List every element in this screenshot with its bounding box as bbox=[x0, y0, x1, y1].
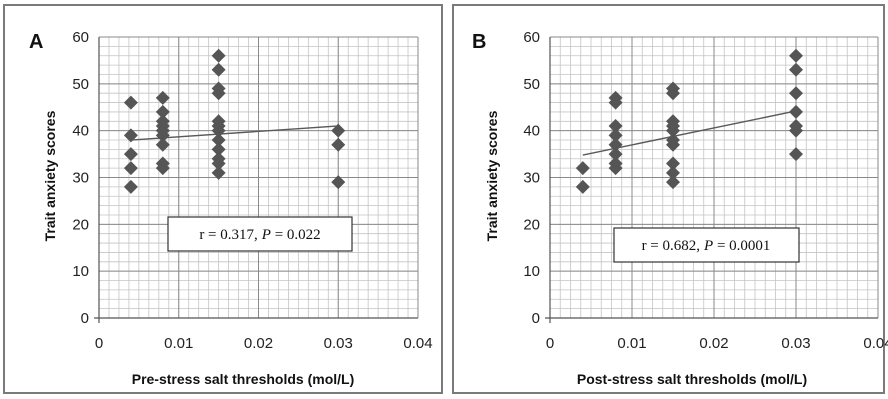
stats-box bbox=[613, 227, 800, 263]
data-point bbox=[211, 62, 226, 77]
data-point bbox=[155, 104, 170, 119]
data-point bbox=[123, 179, 138, 194]
data-point bbox=[608, 161, 623, 176]
data-point bbox=[608, 147, 623, 162]
data-point bbox=[331, 123, 346, 138]
data-point bbox=[575, 161, 590, 176]
x-axis-title: Post-stress salt thresholds (mol/L) bbox=[577, 371, 807, 387]
stats-label: r = 0.317, P = 0.022 bbox=[199, 227, 320, 243]
data-point bbox=[608, 118, 623, 133]
data-point bbox=[789, 147, 803, 162]
data-point bbox=[331, 137, 346, 152]
data-point bbox=[155, 137, 170, 152]
stats-box bbox=[167, 216, 353, 252]
data-point bbox=[211, 133, 226, 148]
y-tick-label: 0 bbox=[81, 310, 89, 327]
y-tick-label: 40 bbox=[72, 123, 89, 140]
data-point bbox=[575, 179, 590, 194]
data-point bbox=[666, 156, 680, 171]
data-point bbox=[789, 62, 803, 77]
data-point bbox=[123, 147, 138, 162]
data-point bbox=[789, 48, 803, 63]
x-tick-label: 0.02 bbox=[244, 335, 273, 352]
data-point bbox=[789, 86, 803, 101]
data-point bbox=[211, 142, 226, 157]
y-tick-label: 10 bbox=[72, 263, 89, 280]
stats-p: = 0.022 bbox=[271, 227, 321, 243]
x-tick-label: 0.04 bbox=[403, 335, 432, 352]
y-axis-title: Trait anxiety scores bbox=[484, 110, 500, 241]
y-tick-label: 0 bbox=[532, 310, 540, 327]
data-point bbox=[608, 137, 623, 152]
data-point bbox=[331, 175, 346, 190]
x-tick-label: 0 bbox=[546, 335, 554, 352]
data-point bbox=[123, 95, 138, 110]
stats-p-label: P bbox=[703, 238, 713, 254]
panel-letter: A bbox=[29, 31, 43, 53]
data-point bbox=[211, 86, 226, 101]
stats-r: r = 0.682, bbox=[642, 238, 700, 254]
data-point bbox=[608, 128, 623, 143]
data-point bbox=[211, 123, 226, 138]
stats-p-label: P bbox=[261, 227, 271, 243]
data-point bbox=[123, 161, 138, 176]
plot-area: 0 10 20 30 40 50 60 0 0.01 0.02 0.03 0.04 bbox=[72, 29, 432, 352]
x-tick-label: 0.02 bbox=[699, 335, 728, 352]
chart-b-svg: 0 10 20 30 40 50 60 0 0.01 0.02 0.03 0.04 B r = 0.6… bbox=[472, 29, 888, 387]
data-point bbox=[666, 175, 680, 190]
chart-panel-b: 0 10 20 30 40 50 60 0 0.01 0.02 0.03 0.04 B r = 0.6… bbox=[452, 4, 888, 394]
y-tick-label: 20 bbox=[72, 216, 89, 233]
x-tick-label: 0.03 bbox=[324, 335, 353, 352]
y-tick-label: 20 bbox=[523, 216, 540, 233]
data-point bbox=[155, 90, 170, 105]
stats-r: r = 0.317, bbox=[199, 227, 257, 243]
y-tick-label: 60 bbox=[72, 29, 89, 46]
data-point bbox=[666, 123, 680, 138]
data-point bbox=[666, 137, 680, 152]
data-point bbox=[123, 128, 138, 143]
y-tick-label: 10 bbox=[523, 263, 540, 280]
data-point bbox=[666, 165, 680, 180]
x-tick-label: 0.01 bbox=[617, 335, 646, 352]
data-point bbox=[155, 128, 170, 143]
stats-p: = 0.0001 bbox=[713, 238, 770, 254]
y-tick-label: 60 bbox=[523, 29, 540, 46]
panel-letter: B bbox=[472, 31, 486, 53]
y-tick-label: 40 bbox=[523, 123, 540, 140]
data-point bbox=[608, 95, 623, 110]
x-tick-label: 0.01 bbox=[164, 335, 193, 352]
data-point bbox=[211, 48, 226, 63]
data-point bbox=[666, 86, 680, 101]
x-tick-label: 0 bbox=[95, 335, 103, 352]
y-tick-label: 30 bbox=[523, 170, 540, 187]
data-point bbox=[789, 123, 803, 138]
x-tick-label: 0.04 bbox=[863, 335, 888, 352]
data-point bbox=[155, 161, 170, 176]
data-point bbox=[211, 165, 226, 180]
y-axis-title: Trait anxiety scores bbox=[42, 110, 58, 241]
stats-label: r = 0.682, P = 0.0001 bbox=[642, 238, 771, 254]
y-tick-label: 50 bbox=[523, 76, 540, 93]
data-point bbox=[789, 104, 803, 119]
chart-a-svg: 0 10 20 30 40 50 60 0 0.01 0.02 0.03 0.04 A r = 0.3… bbox=[29, 29, 433, 387]
plot-area: 0 10 20 30 40 50 60 0 0.01 0.02 0.03 0.04 bbox=[523, 29, 888, 352]
data-point bbox=[211, 156, 226, 171]
y-tick-label: 30 bbox=[72, 170, 89, 187]
x-axis-title: Pre-stress salt thresholds (mol/L) bbox=[132, 371, 355, 387]
x-tick-label: 0.03 bbox=[781, 335, 810, 352]
chart-panel-a: 0 10 20 30 40 50 60 0 0.01 0.02 0.03 0.04 A r = 0.3… bbox=[3, 4, 443, 394]
y-tick-label: 50 bbox=[72, 76, 89, 93]
